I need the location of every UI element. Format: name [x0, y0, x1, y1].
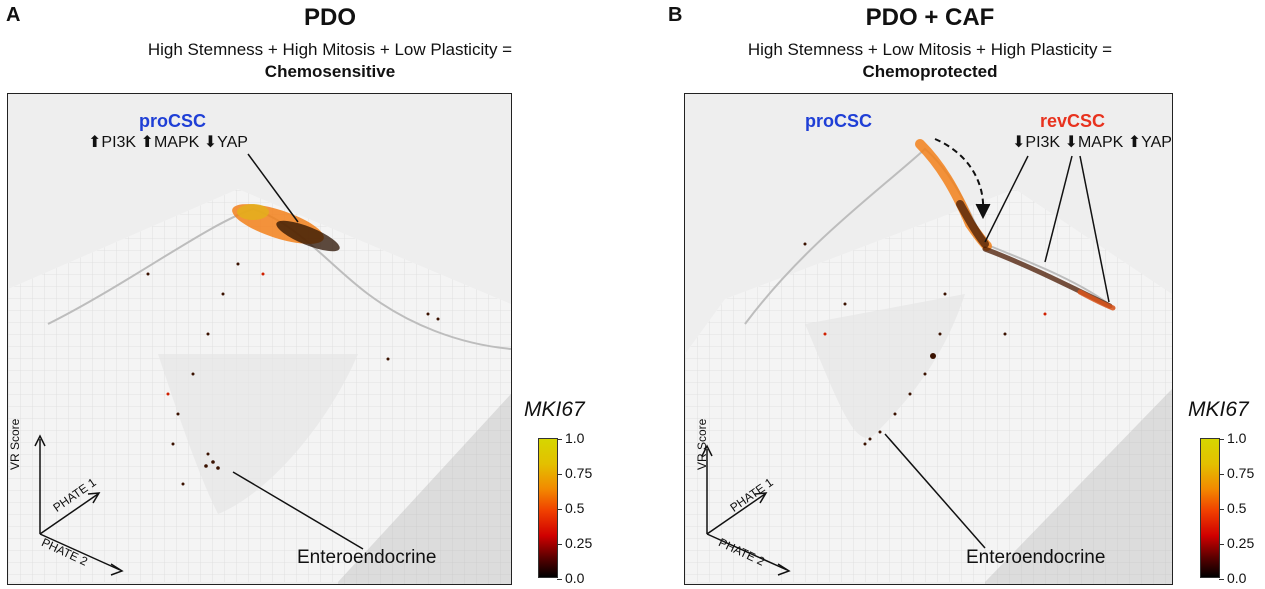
- panel-a-colorbar-title: MKI67: [524, 398, 585, 421]
- terrain-valley: [158, 354, 358, 514]
- panel-a-landscape: [7, 93, 512, 585]
- panel-a-letter: A: [6, 4, 21, 26]
- panel-a-tick: 0.5: [557, 500, 584, 516]
- panel-a-tick: 0.75: [557, 465, 592, 481]
- panel-a-tick: 1.0: [557, 430, 584, 446]
- panel-a-tick: 0.25: [557, 535, 592, 551]
- panel-b-tick: 0.0: [1219, 570, 1246, 586]
- panel-b-revcsc-markers: ⬇PI3K ⬇MAPK ⬆YAP: [1012, 134, 1172, 151]
- transition-arrowhead: [975, 203, 991, 220]
- panel-a-colorbar: [538, 438, 558, 578]
- panel-b-colorbar-title: MKI67: [1188, 398, 1249, 421]
- panel-b-axis-vr-score: VR Score: [695, 418, 709, 470]
- panel-a-procsc-markers: ⬆PI3K ⬆MAPK ⬇YAP: [88, 134, 248, 151]
- panel-a-subtitle: High Stemness + High Mitosis + Low Plast…: [147, 40, 513, 59]
- panel-b-tick: 0.75: [1219, 465, 1254, 481]
- cell-cluster-procsc: [915, 139, 992, 251]
- enteroendocrine-leader: [232, 471, 364, 550]
- panel-b-tick: 0.25: [1219, 535, 1254, 551]
- axis-arrows: [701, 444, 791, 576]
- transition-arrow: [934, 138, 985, 213]
- panel-b-verdict: Chemoprotected: [862, 62, 998, 81]
- cell-cluster-procsc: [232, 204, 340, 252]
- panel-b-tick: 1.0: [1219, 430, 1246, 446]
- panel-b-colorbar: [1200, 438, 1220, 578]
- panel-a-tick: 0.0: [557, 570, 584, 586]
- panel-a-procsc-label: proCSC: [139, 111, 206, 131]
- cell-scatter: [146, 262, 440, 486]
- panel-b-tick: 0.5: [1219, 500, 1246, 516]
- panel-a-landscape-svg: [8, 153, 511, 584]
- panel-b-subtitle: High Stemness + Low Mitosis + High Plast…: [747, 40, 1113, 59]
- panel-b-enteroendocrine-label: Enteroendocrine: [966, 547, 1106, 568]
- panel-b-revcsc-label: revCSC: [1040, 111, 1106, 131]
- panel-a-enteroendocrine-label: Enteroendocrine: [297, 547, 437, 568]
- procsc-leader: [247, 153, 299, 223]
- revcsc-leaders: [984, 155, 1110, 303]
- panel-a-axis-vr-score: VR Score: [8, 418, 22, 470]
- panel-b-letter: B: [668, 4, 683, 26]
- cell-cluster-revcsc: [982, 246, 1116, 311]
- panel-b-landscape: [684, 93, 1173, 585]
- panel-a-title: PDO: [303, 4, 356, 31]
- panel-b-title: PDO + CAF: [865, 4, 995, 31]
- enteroendocrine-leader: [884, 433, 986, 549]
- axis-arrows: [34, 434, 124, 576]
- panel-b-procsc-label: proCSC: [805, 111, 872, 131]
- panel-b-landscape-svg: [685, 138, 1172, 584]
- panel-a-verdict: Chemosensitive: [264, 62, 396, 81]
- terrain-valley: [805, 294, 965, 438]
- cell-scatter: [803, 242, 1047, 446]
